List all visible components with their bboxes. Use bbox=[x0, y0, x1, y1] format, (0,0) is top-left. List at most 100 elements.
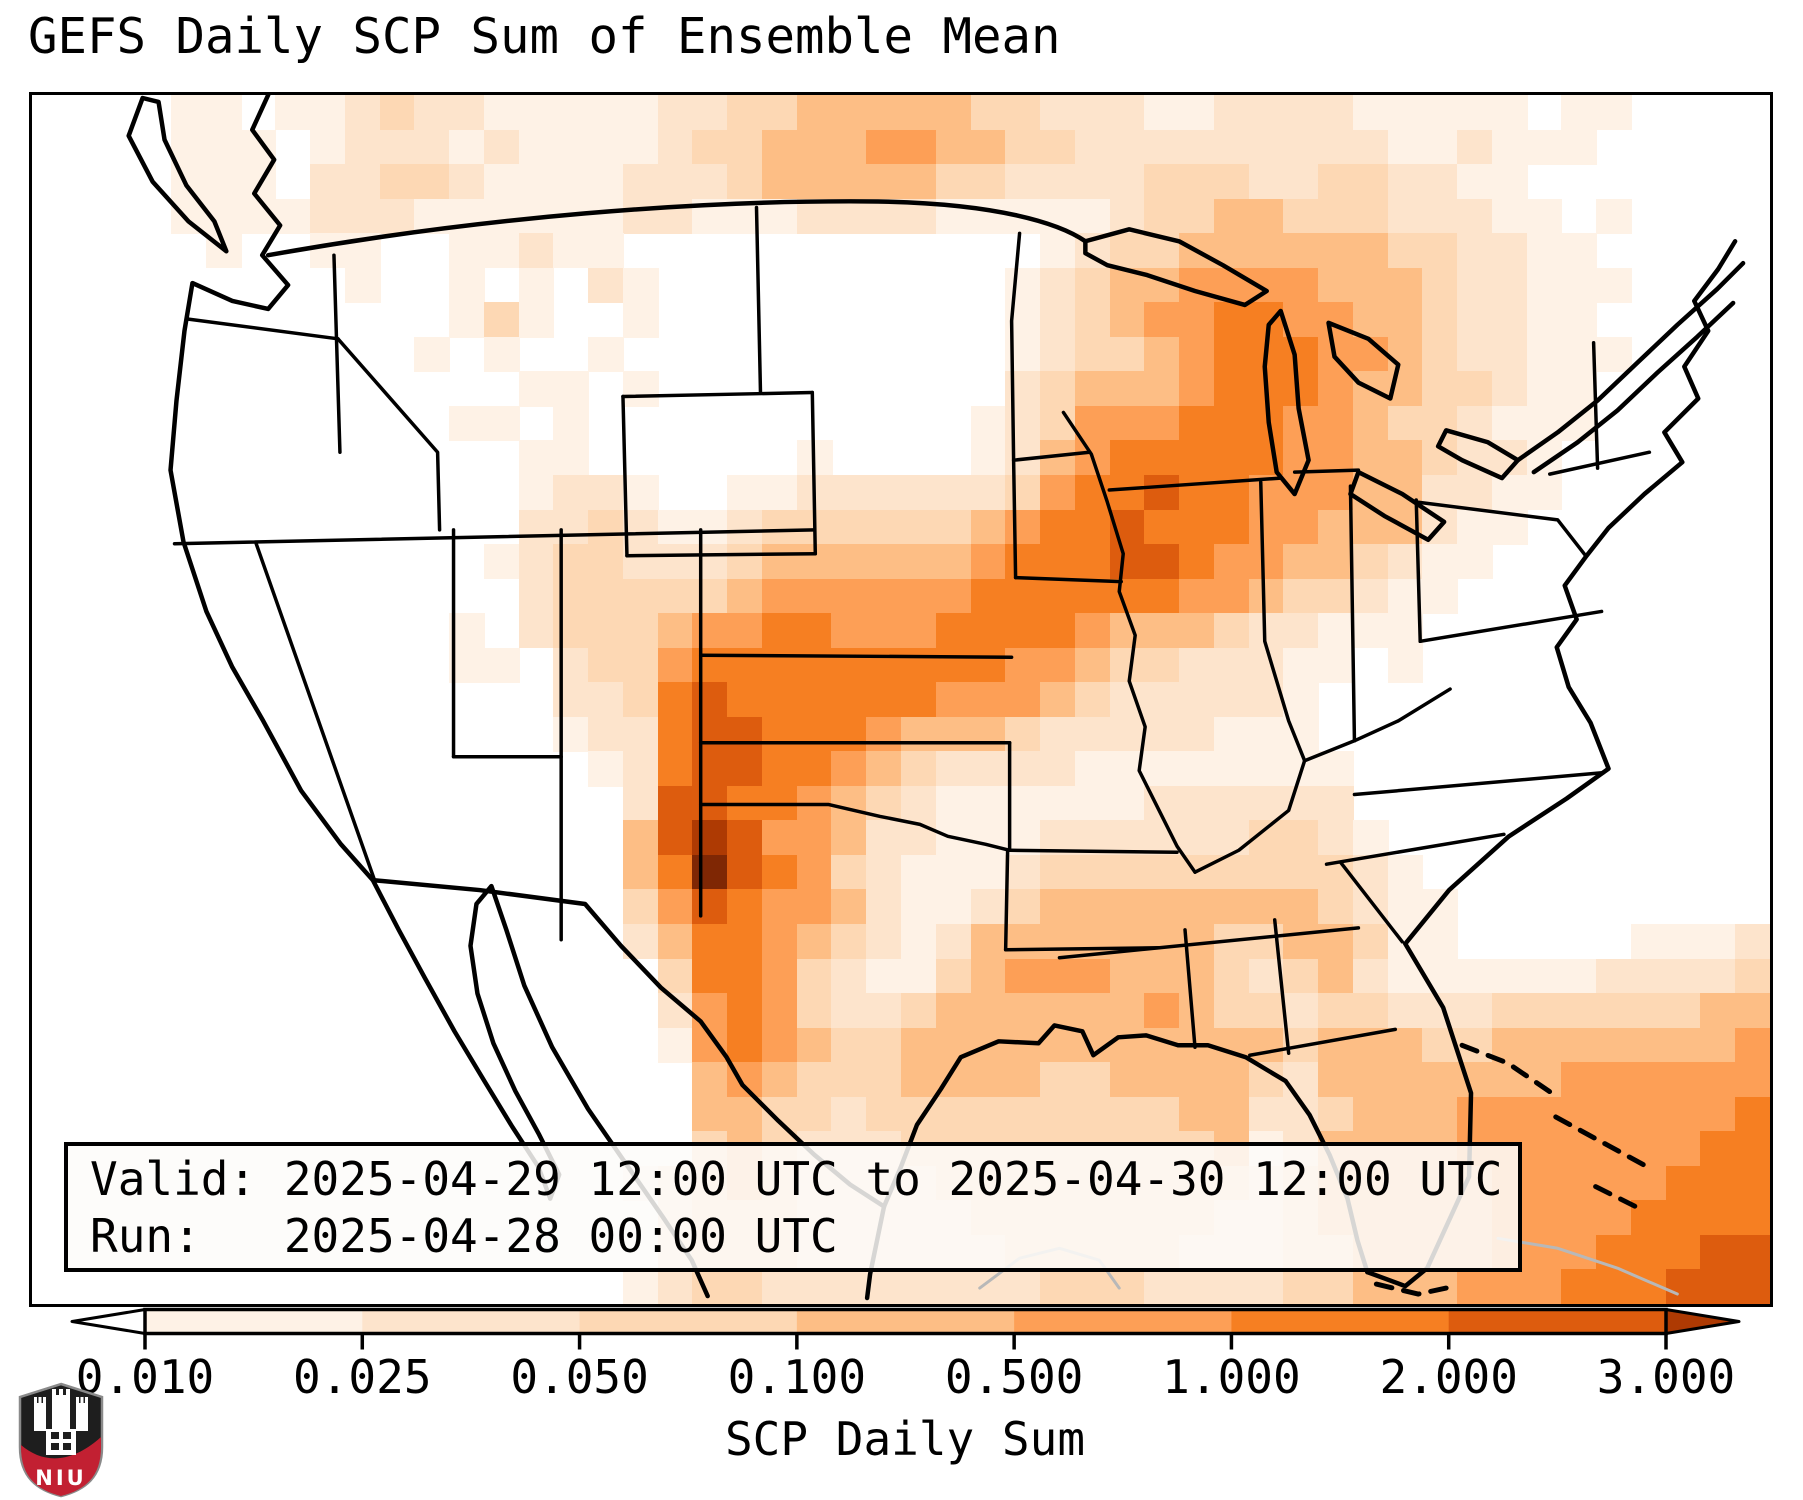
heatmap-cell bbox=[1735, 958, 1770, 994]
colorbar-under-arrow bbox=[70, 1308, 147, 1335]
bahamas-islands bbox=[1459, 1042, 1555, 1096]
heatmap-cell bbox=[1283, 924, 1320, 960]
heatmap-cell bbox=[1144, 958, 1181, 994]
bahamas-islands-3 bbox=[1593, 1184, 1642, 1211]
heatmap-cell bbox=[1074, 509, 1111, 545]
scp-heatmap bbox=[32, 95, 1770, 1304]
heatmap-cell bbox=[935, 474, 972, 511]
heatmap-cell bbox=[935, 889, 972, 925]
heatmap-cell bbox=[1630, 1096, 1667, 1133]
heatmap-cell bbox=[275, 95, 312, 131]
heatmap-cell bbox=[970, 544, 1007, 580]
heatmap-cell bbox=[761, 474, 798, 511]
heatmap-cell bbox=[1665, 1165, 1702, 1202]
heatmap-cell bbox=[588, 233, 624, 269]
heatmap-cell bbox=[1387, 440, 1424, 476]
heatmap-cell bbox=[1596, 958, 1632, 994]
heatmap-cell bbox=[553, 440, 590, 476]
heatmap-cell bbox=[1700, 1096, 1737, 1133]
heatmap-cell bbox=[1144, 371, 1181, 407]
heatmap-cell bbox=[761, 682, 798, 718]
heatmap-cell bbox=[727, 820, 763, 856]
heatmap-cell bbox=[796, 1269, 833, 1304]
heatmap-cell bbox=[796, 854, 833, 891]
heatmap-cell bbox=[1491, 405, 1528, 442]
heatmap-cell bbox=[553, 509, 590, 545]
heatmap-cell bbox=[1074, 336, 1111, 373]
heatmap-cell bbox=[1526, 1165, 1563, 1202]
heatmap-cell bbox=[935, 1269, 972, 1304]
heatmap-cell bbox=[866, 509, 903, 545]
heatmap-cell bbox=[622, 95, 659, 131]
heatmap-cell bbox=[1248, 1269, 1285, 1304]
heatmap-cell bbox=[761, 924, 798, 960]
heatmap-cell bbox=[414, 164, 451, 200]
heatmap-cell bbox=[414, 336, 451, 373]
heatmap-cell bbox=[1179, 820, 1215, 856]
heatmap-cell bbox=[761, 958, 798, 994]
heatmap-cell bbox=[970, 164, 1007, 200]
heatmap-cell bbox=[1387, 647, 1424, 683]
heatmap-cell bbox=[1179, 405, 1215, 442]
heatmap-cell bbox=[1561, 1200, 1598, 1236]
heatmap-cell bbox=[1457, 129, 1493, 165]
heatmap-cell bbox=[1213, 129, 1250, 165]
heatmap-cell bbox=[483, 647, 520, 683]
heatmap-cell bbox=[866, 820, 903, 856]
heatmap-cell bbox=[831, 716, 868, 753]
heatmap-cell bbox=[727, 509, 763, 545]
heatmap-cell bbox=[1352, 302, 1389, 338]
heatmap-cell bbox=[796, 993, 833, 1029]
heatmap-cell bbox=[1630, 1165, 1667, 1202]
heatmap-cell bbox=[1665, 1234, 1702, 1271]
heatmap-cell bbox=[1109, 302, 1146, 338]
heatmap-cell bbox=[692, 924, 729, 960]
heatmap-cell bbox=[831, 854, 868, 891]
heatmap-cell bbox=[727, 613, 763, 649]
heatmap-cell bbox=[1005, 958, 1042, 994]
heatmap-cell bbox=[1040, 751, 1076, 787]
heatmap-cell bbox=[1352, 820, 1389, 856]
heatmap-cell bbox=[692, 889, 729, 925]
heatmap-cell bbox=[1040, 336, 1076, 373]
heatmap-cell bbox=[1005, 1269, 1042, 1304]
lake-michigan bbox=[1262, 308, 1311, 497]
heatmap-cell bbox=[1422, 129, 1459, 165]
heatmap-cell bbox=[1074, 613, 1111, 649]
heatmap-cell bbox=[970, 716, 1007, 753]
heatmap-cell bbox=[1596, 993, 1632, 1029]
heatmap-cell bbox=[344, 267, 381, 303]
heatmap-cell bbox=[1109, 164, 1146, 200]
heatmap-cell bbox=[1109, 95, 1146, 131]
heatmap-cell bbox=[1248, 129, 1285, 165]
heatmap-cell bbox=[901, 958, 937, 994]
heatmap-cell bbox=[622, 129, 659, 165]
heatmap-cell bbox=[553, 544, 590, 580]
heatmap-cell bbox=[622, 854, 659, 891]
lake-huron bbox=[1326, 320, 1401, 401]
heatmap-cell bbox=[1144, 1269, 1181, 1304]
heatmap-cell bbox=[657, 785, 694, 822]
heatmap-cell bbox=[1561, 129, 1598, 165]
heatmap-cell bbox=[1352, 1096, 1389, 1133]
heatmap-cell bbox=[1040, 267, 1076, 303]
heatmap-cell bbox=[1179, 474, 1215, 511]
heatmap-cell bbox=[727, 889, 763, 925]
heatmap-cell bbox=[1040, 889, 1076, 925]
heatmap-cell bbox=[1665, 958, 1702, 994]
heatmap-cell bbox=[1318, 958, 1354, 994]
heatmap-cell bbox=[831, 198, 868, 234]
heatmap-cell bbox=[1561, 336, 1598, 373]
heatmap-cell bbox=[1422, 1269, 1459, 1304]
heatmap-cell bbox=[796, 578, 833, 614]
heatmap-cell bbox=[1387, 993, 1424, 1029]
heatmap-cell bbox=[1040, 647, 1076, 683]
heatmap-cell bbox=[901, 129, 937, 165]
heatmap-cell bbox=[1144, 751, 1181, 787]
heatmap-cell bbox=[1040, 1096, 1076, 1133]
heatmap-cell bbox=[1179, 1062, 1215, 1098]
heatmap-cell bbox=[1526, 302, 1563, 338]
florida-keys bbox=[1373, 1281, 1449, 1297]
heatmap-cell bbox=[518, 613, 555, 649]
heatmap-cell bbox=[1491, 95, 1528, 131]
